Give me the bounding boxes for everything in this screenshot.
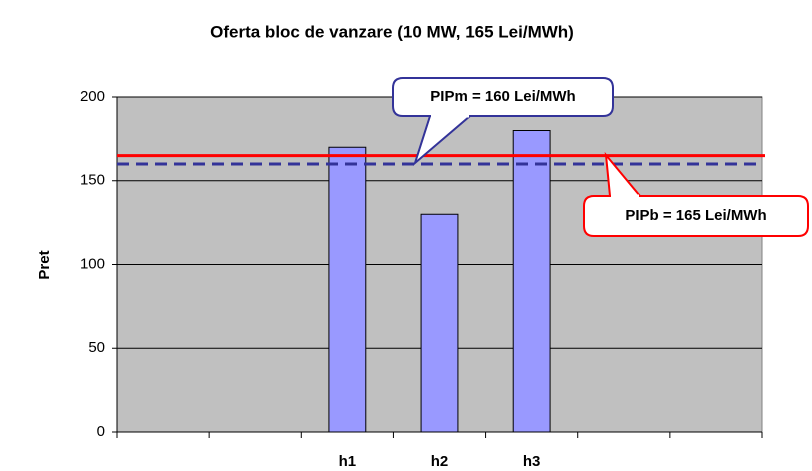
x-tick-label: h3 [523, 453, 541, 470]
y-tick-label: 150 [80, 172, 105, 189]
callout-label: PIPb = 165 Lei/MWh [625, 207, 766, 224]
y-tick-label: 0 [97, 423, 105, 440]
callout [392, 77, 614, 117]
y-axis-label: Pret [36, 250, 53, 279]
bar [328, 146, 367, 433]
callout-label: PIPm = 160 Lei/MWh [430, 88, 575, 105]
bar [512, 130, 551, 433]
callout [583, 195, 809, 237]
bar [420, 213, 459, 433]
x-tick-label: h2 [431, 453, 449, 470]
y-tick-label: 100 [80, 255, 105, 272]
y-tick-label: 50 [88, 339, 105, 356]
chart-title: Oferta bloc de vanzare (10 MW, 165 Lei/M… [210, 22, 574, 41]
x-tick-label: h1 [339, 453, 357, 470]
y-tick-label: 200 [80, 88, 105, 105]
